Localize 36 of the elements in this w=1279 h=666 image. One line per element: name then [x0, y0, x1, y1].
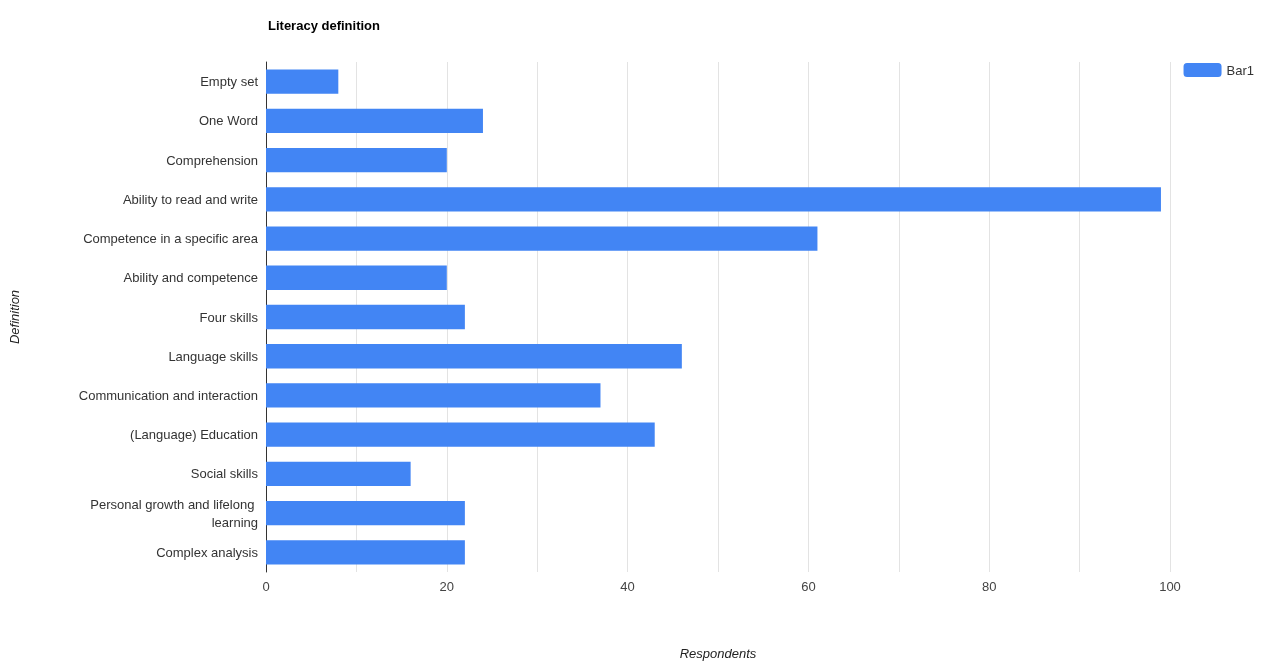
- x-tick-label: 40: [620, 579, 635, 594]
- y-axis-title: Definition: [7, 289, 22, 345]
- bar: [266, 226, 818, 251]
- bar: [266, 540, 465, 565]
- x-axis-title: Respondents: [679, 646, 757, 661]
- bar: [266, 304, 465, 330]
- y-tick-label: Complex analysis: [156, 544, 259, 560]
- bar: [266, 344, 682, 369]
- y-tick-label: One Word: [198, 113, 258, 129]
- bar: [266, 69, 339, 94]
- x-tick-label: 20: [439, 579, 455, 594]
- x-tick-label: 80: [981, 579, 997, 594]
- y-tick-label: Competence in a specific area: [83, 231, 259, 247]
- bar: [266, 108, 483, 134]
- bar: [266, 187, 1161, 212]
- bar: [266, 147, 447, 173]
- y-tick-label: Empty set: [200, 74, 259, 90]
- y-tick-label: Four skills: [199, 309, 259, 325]
- x-tick-label: 100: [1159, 579, 1181, 594]
- y-tick-label: Language skills: [168, 348, 259, 364]
- y-tick-label: (Language) Education: [130, 427, 258, 443]
- legend-label: Bar1: [1226, 62, 1255, 78]
- bar: [266, 265, 447, 290]
- bar: [266, 422, 655, 447]
- y-tick-label: Social skills: [190, 466, 259, 482]
- bar: [266, 461, 411, 487]
- y-tick-label: Ability and competence: [123, 270, 258, 286]
- bar: [266, 500, 465, 526]
- x-tick-label: 0: [262, 579, 270, 594]
- chart-title: Literacy definition: [268, 18, 381, 33]
- bar: [266, 383, 601, 408]
- x-tick-label: 60: [801, 579, 816, 594]
- y-tick-label: Comprehension: [166, 152, 258, 168]
- y-tick-label: Communication and interaction: [78, 387, 258, 403]
- y-tick-label: Personal growth and lifelong learning: [90, 496, 258, 530]
- y-tick-label: Ability to read and write: [122, 191, 258, 207]
